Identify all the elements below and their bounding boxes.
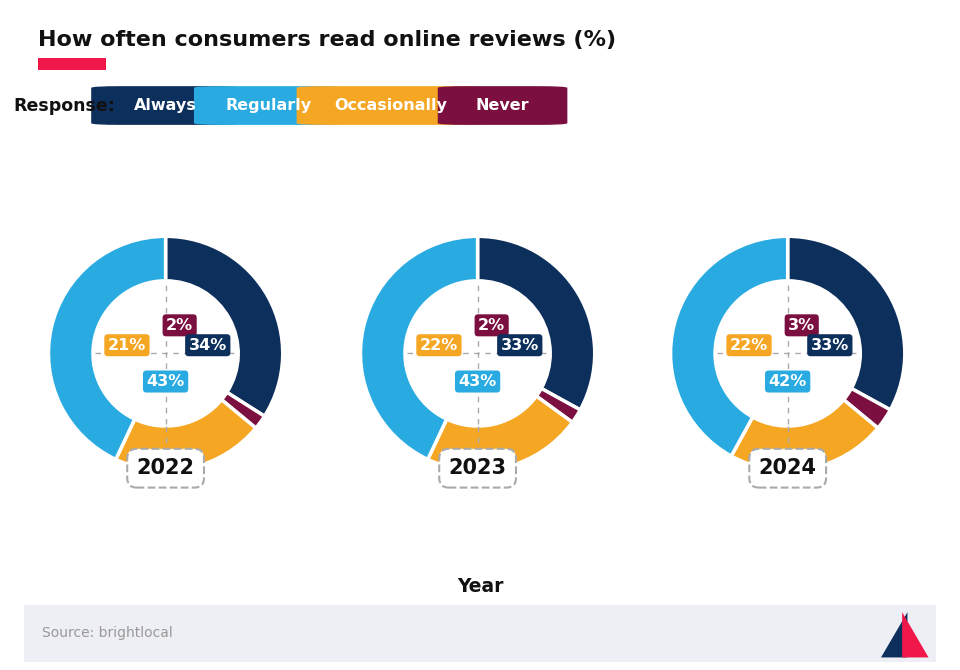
Polygon shape bbox=[881, 612, 907, 657]
FancyBboxPatch shape bbox=[438, 86, 567, 125]
Text: 43%: 43% bbox=[147, 374, 184, 389]
Text: 33%: 33% bbox=[810, 338, 849, 352]
Text: 2022: 2022 bbox=[136, 458, 195, 478]
FancyBboxPatch shape bbox=[6, 604, 954, 663]
Text: Regularly: Regularly bbox=[226, 98, 311, 113]
FancyBboxPatch shape bbox=[297, 86, 484, 125]
Wedge shape bbox=[165, 237, 282, 416]
Text: Source: brightlocal: Source: brightlocal bbox=[42, 626, 173, 641]
Text: Never: Never bbox=[476, 98, 529, 113]
Text: Always: Always bbox=[134, 98, 197, 113]
Text: Occasionally: Occasionally bbox=[334, 98, 446, 113]
Text: 2024: 2024 bbox=[758, 458, 817, 478]
Wedge shape bbox=[361, 237, 478, 460]
Wedge shape bbox=[732, 400, 878, 470]
Wedge shape bbox=[49, 237, 166, 460]
Text: 22%: 22% bbox=[420, 338, 458, 352]
Text: 22%: 22% bbox=[730, 338, 768, 352]
Wedge shape bbox=[671, 237, 788, 456]
Text: 21%: 21% bbox=[108, 338, 146, 352]
Wedge shape bbox=[787, 237, 904, 410]
Text: Response:: Response: bbox=[13, 96, 115, 115]
Text: 33%: 33% bbox=[500, 338, 539, 352]
Text: 43%: 43% bbox=[459, 374, 496, 389]
Wedge shape bbox=[222, 393, 265, 428]
FancyBboxPatch shape bbox=[194, 86, 343, 125]
Text: 3%: 3% bbox=[788, 318, 815, 333]
Text: 2%: 2% bbox=[478, 318, 505, 333]
Wedge shape bbox=[116, 400, 256, 470]
Text: Year: Year bbox=[457, 577, 503, 596]
Wedge shape bbox=[477, 237, 594, 410]
Text: How often consumers read online reviews (%): How often consumers read online reviews … bbox=[38, 30, 616, 50]
FancyBboxPatch shape bbox=[91, 86, 240, 125]
Text: 42%: 42% bbox=[769, 374, 806, 389]
Wedge shape bbox=[844, 389, 890, 428]
Text: 2%: 2% bbox=[166, 318, 193, 333]
Polygon shape bbox=[902, 612, 928, 657]
Text: 34%: 34% bbox=[188, 338, 227, 352]
Wedge shape bbox=[537, 389, 580, 422]
Text: 2023: 2023 bbox=[448, 458, 507, 478]
Wedge shape bbox=[428, 396, 572, 470]
